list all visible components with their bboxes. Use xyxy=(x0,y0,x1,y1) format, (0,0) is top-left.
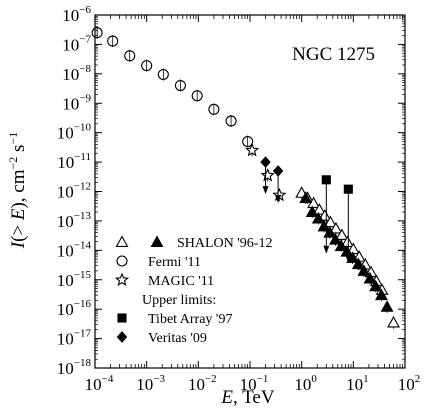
y-tick-label: 10−9 xyxy=(62,92,91,113)
data-point xyxy=(124,50,136,62)
series-triangle-filled xyxy=(299,191,394,313)
legend-label: Tibet Array '97 xyxy=(148,312,232,327)
y-tick-label: 10−7 xyxy=(62,33,91,54)
data-point xyxy=(329,221,343,234)
legend-item: MAGIC '11 xyxy=(114,272,214,289)
legend-symbol xyxy=(114,272,130,287)
x-tick-label: 10−1 xyxy=(240,373,269,394)
y-tick-label: 10−16 xyxy=(57,298,92,319)
y-axis-label-exp2: −1 xyxy=(6,132,20,145)
data-point xyxy=(141,60,153,72)
x-tick-label: 10−4 xyxy=(85,373,114,394)
y-axis-label-mid: s xyxy=(8,145,29,157)
y-tick-label: 10−17 xyxy=(57,328,92,349)
y-axis-label-paren: (> xyxy=(8,220,29,242)
data-point xyxy=(157,68,169,81)
upper-limit-arrowhead xyxy=(262,186,269,195)
data-point xyxy=(245,142,260,157)
y-axis-label-var2: E xyxy=(8,208,29,221)
data-point xyxy=(351,257,365,270)
y-tick-label: 10−15 xyxy=(57,269,92,290)
series-square-filled xyxy=(321,175,353,264)
data-point xyxy=(380,300,394,312)
data-point xyxy=(225,115,237,127)
x-tick-label: 102 xyxy=(398,373,421,394)
data-point xyxy=(335,228,349,241)
x-tick-label: 10−2 xyxy=(188,373,217,394)
y-tick-label: 10−11 xyxy=(57,151,91,172)
y-axis-label-var: I xyxy=(8,240,29,249)
data-point xyxy=(343,184,353,194)
legend-symbol xyxy=(150,235,164,247)
data-point xyxy=(357,264,371,276)
y-tick-label: 10−10 xyxy=(57,122,92,143)
x-axis-label-var: E xyxy=(220,387,233,408)
legend-item: Fermi '11 xyxy=(116,255,201,270)
y-tick-label: 10−14 xyxy=(57,239,92,260)
series-star-open xyxy=(245,142,287,202)
data-point xyxy=(305,205,319,218)
x-tick-label: 10−3 xyxy=(136,373,165,394)
legend-label: Veritas '09 xyxy=(148,331,207,346)
x-axis-label-unit: , TeV xyxy=(233,387,275,408)
data-point xyxy=(387,315,400,328)
y-tick-label: 10−18 xyxy=(57,357,92,378)
data-point xyxy=(323,225,337,238)
y-axis-label-exp1: −2 xyxy=(6,157,20,170)
data-point xyxy=(107,35,119,47)
plot-area xyxy=(94,14,406,369)
y-tick-label: 10−13 xyxy=(57,210,92,231)
plot-frame xyxy=(94,14,406,369)
legend-item: Veritas '09 xyxy=(116,331,207,346)
legend-symbol xyxy=(115,235,129,247)
upper-limit-arrowhead xyxy=(275,194,282,203)
y-tick-label: 10−8 xyxy=(62,63,91,84)
series-diamond-filled xyxy=(260,156,284,203)
legend-item: Upper limits: xyxy=(142,293,216,308)
y-axis-label-unit: ), cm xyxy=(8,169,29,208)
data-point xyxy=(174,79,186,92)
data-marks xyxy=(91,26,400,329)
legend-item: Tibet Array '97 xyxy=(117,312,232,327)
legend-symbol xyxy=(117,313,127,323)
data-point xyxy=(334,239,348,251)
axis-ticks: 10−4 10−3 10−2 10−1 100 101 102 10−6 10−7 10−8 10−… xyxy=(57,4,420,394)
data-point xyxy=(311,211,325,224)
data-point xyxy=(260,156,271,168)
legend-symbol xyxy=(116,331,128,343)
data-point xyxy=(260,168,275,182)
data-point xyxy=(323,215,337,228)
legend-label: Fermi '11 xyxy=(148,255,201,270)
y-tick-label: 10−12 xyxy=(57,181,91,202)
upper-limit-arrowhead xyxy=(323,245,330,254)
data-point xyxy=(272,165,284,177)
data-point xyxy=(299,191,313,203)
data-point xyxy=(242,135,254,148)
legend-label: Upper limits: xyxy=(142,293,216,308)
data-point xyxy=(318,209,332,221)
upper-limit-arrowhead xyxy=(345,255,352,264)
data-point xyxy=(375,288,388,301)
legend-label: SHALON '96-12 xyxy=(177,236,272,251)
legend-label: MAGIC '11 xyxy=(148,274,214,289)
data-point xyxy=(321,175,331,185)
data-point xyxy=(363,271,377,284)
legend-item: SHALON '96-12 xyxy=(115,235,272,251)
x-tick-label: 100 xyxy=(294,373,317,394)
series-circle-open xyxy=(91,26,254,148)
data-point xyxy=(328,233,342,245)
y-tick-label: 10−6 xyxy=(62,4,91,25)
data-point xyxy=(91,27,103,39)
y-axis-label: I(> E), cm−2 s−1 xyxy=(6,132,29,250)
x-tick-label: 101 xyxy=(346,373,369,394)
x-axis-label: E, TeV xyxy=(220,387,274,408)
chart-title: NGC 1275 xyxy=(292,44,375,65)
data-point xyxy=(208,103,220,115)
data-point xyxy=(191,90,203,102)
legend-symbol xyxy=(116,255,128,267)
legend: SHALON '96-12 Fermi '11 MAGIC '11 Upper lim… xyxy=(114,235,272,346)
data-point xyxy=(369,279,383,292)
